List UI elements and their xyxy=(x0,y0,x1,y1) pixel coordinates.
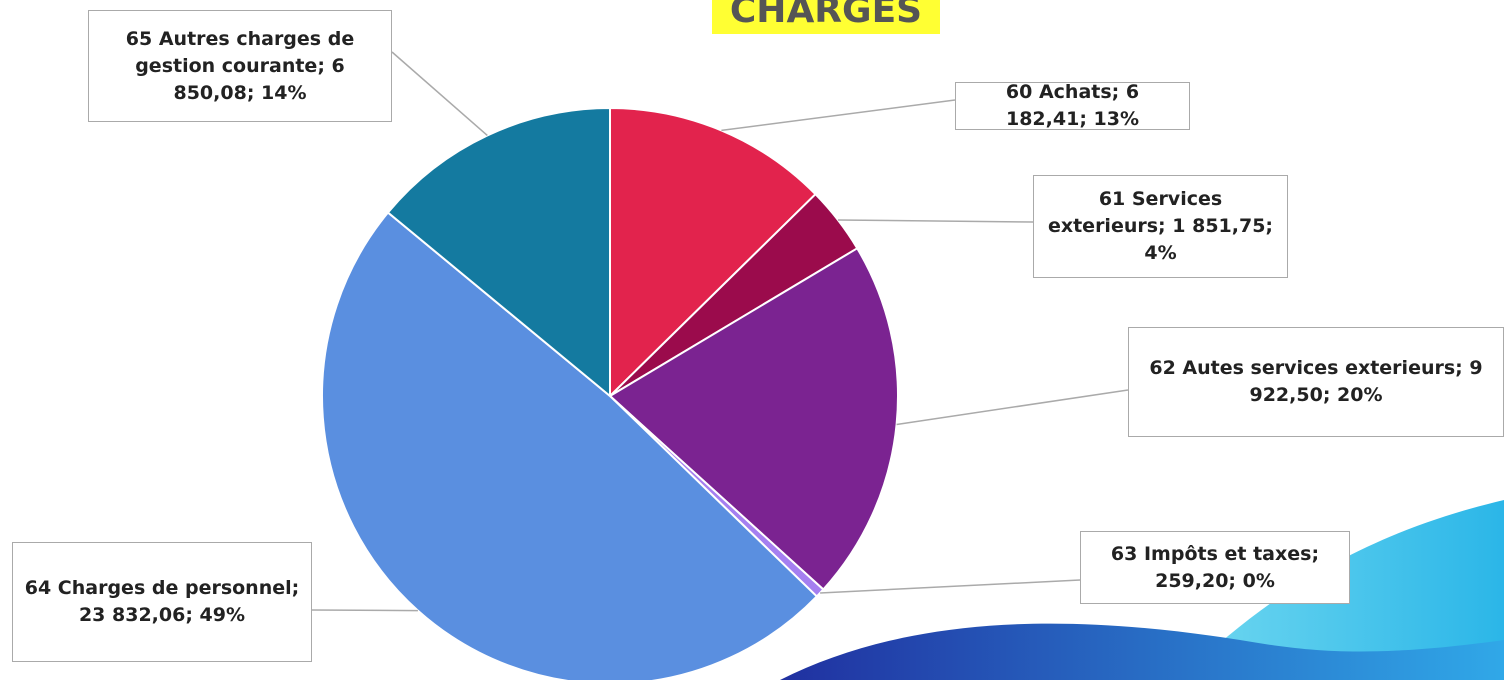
percentage-label: 0% xyxy=(1243,570,1275,592)
separator: ; xyxy=(1112,81,1126,103)
data-label-text: 64 Charges de personnel; 23 832,06; 49% xyxy=(21,575,303,629)
data-label-text: 60 Achats; 6 182,41; 13% xyxy=(964,79,1181,133)
leader-line xyxy=(820,580,1080,593)
category-label: 60 Achats xyxy=(1006,81,1112,103)
separator: ; xyxy=(1323,384,1337,406)
percentage-label: 20% xyxy=(1337,384,1382,406)
separator: ; xyxy=(1079,108,1093,130)
leader-line xyxy=(721,100,955,130)
separator: ; xyxy=(1311,543,1319,565)
value-label: 259,20 xyxy=(1155,570,1228,592)
separator: ; xyxy=(1158,215,1172,237)
separator: ; xyxy=(1455,357,1469,379)
data-label-text: 63 Impôts et taxes; 259,20; 0% xyxy=(1089,541,1341,595)
data-label: 62 Autes services exterieurs; 9 922,50; … xyxy=(1128,327,1504,437)
data-label-text: 62 Autes services exterieurs; 9 922,50; … xyxy=(1137,355,1495,409)
separator: ; xyxy=(1228,570,1242,592)
data-label: 63 Impôts et taxes; 259,20; 0% xyxy=(1080,531,1350,604)
leader-line xyxy=(392,52,487,135)
separator: ; xyxy=(317,55,331,77)
separator: ; xyxy=(1265,215,1273,237)
leader-line xyxy=(312,610,418,611)
leader-line xyxy=(897,390,1128,424)
leader-line xyxy=(838,220,1033,222)
percentage-label: 13% xyxy=(1094,108,1139,130)
data-label: 65 Autres charges de gestion courante; 6… xyxy=(88,10,392,122)
data-label-text: 61 Services exterieurs; 1 851,75; 4% xyxy=(1042,186,1279,267)
value-label: 23 832,06 xyxy=(79,604,185,626)
separator: ; xyxy=(247,82,261,104)
data-label: 60 Achats; 6 182,41; 13% xyxy=(955,82,1190,130)
category-label: 64 Charges de personnel xyxy=(25,577,292,599)
percentage-label: 49% xyxy=(200,604,245,626)
data-label-text: 65 Autres charges de gestion courante; 6… xyxy=(97,26,383,107)
separator: ; xyxy=(292,577,300,599)
percentage-label: 4% xyxy=(1144,242,1176,264)
chart-title: CHARGES xyxy=(712,0,940,34)
percentage-label: 14% xyxy=(261,82,306,104)
data-label: 61 Services exterieurs; 1 851,75; 4% xyxy=(1033,175,1288,278)
data-label: 64 Charges de personnel; 23 832,06; 49% xyxy=(12,542,312,662)
category-label: 62 Autes services exterieurs xyxy=(1149,357,1455,379)
category-label: 63 Impôts et taxes xyxy=(1111,543,1312,565)
separator: ; xyxy=(185,604,199,626)
chart: CHARGES 60 Achats; 6 182,41; 13% 61 Servi… xyxy=(0,0,1504,680)
value-label: 1 851,75 xyxy=(1172,215,1265,237)
